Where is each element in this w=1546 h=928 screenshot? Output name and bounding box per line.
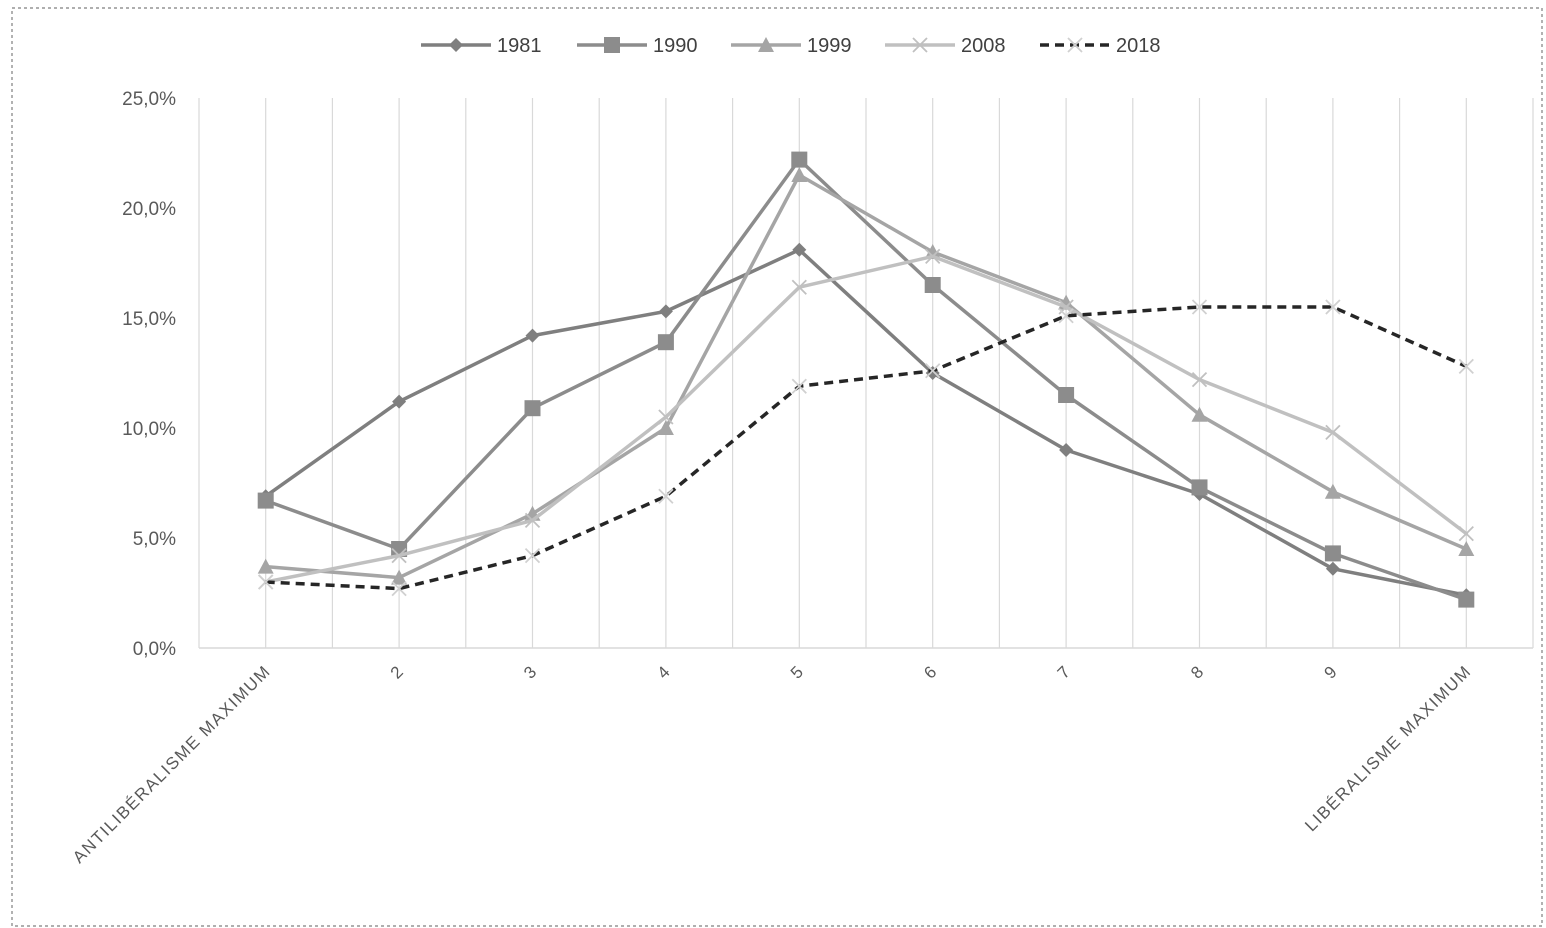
data-point [1067,37,1083,53]
x-tick-label: 6 [920,661,941,682]
data-point [791,151,808,168]
data-point [1458,525,1474,542]
series-line-1981 [263,248,1469,597]
data-point [391,547,407,564]
data-point [792,242,807,257]
data-point [1324,545,1341,562]
data-point [1059,443,1074,457]
data-point [1325,561,1340,576]
data-point [391,569,408,585]
series-line-2018 [265,305,1468,591]
x-tick-label: 8 [1187,661,1208,682]
data-point [449,38,463,52]
data-point [1458,591,1475,608]
data-point [524,512,541,529]
data-point [258,574,274,590]
legend-label-1990: 1990 [653,35,698,57]
data-point [1325,299,1341,315]
y-tick-label: 10,0% [122,419,176,440]
series-line-1990 [263,157,1469,602]
series-line-2008 [263,254,1469,584]
data-point [1324,483,1341,499]
legend-label-2008: 2008 [961,35,1006,57]
legend-label-1981: 1981 [497,35,542,57]
data-point [658,304,673,319]
data-point [1191,479,1208,496]
data-point [657,420,674,435]
data-point [1058,387,1075,403]
y-tick-label: 0,0% [133,639,176,660]
gridlines [198,98,1534,648]
y-tick-label: 20,0% [122,199,176,220]
data-point [658,409,674,425]
chart-border [11,7,1543,927]
data-point [658,488,674,504]
x-tick-label: 2 [387,661,408,682]
x-tick-label: 5 [787,661,808,682]
data-point [925,363,941,379]
data-point [525,328,540,343]
data-point [1458,541,1475,556]
data-point [1191,299,1208,315]
data-point [257,558,274,574]
data-point [924,244,941,259]
legend: 1981 1990 1999 2008 2018 [421,35,1161,57]
x-tick-label: ANTILIBÉRALISME MAXIMUM [69,661,274,866]
x-tick-label: 7 [1054,661,1075,682]
data-point [791,279,807,295]
data-point [524,400,541,417]
series-line-1999 [263,173,1469,580]
data-point [1191,406,1208,422]
data-point [1191,371,1208,388]
data-point [791,167,808,182]
x-tick-label: 9 [1321,661,1342,682]
x-tick-label: 4 [654,661,675,682]
x-tick-label: LIBÉRALISME MAXIMUM [1301,661,1475,835]
data-point [924,277,941,293]
legend-label-1999: 1999 [807,35,852,57]
data-point [912,37,928,53]
data-point [758,37,774,52]
x-tick-label: 3 [520,661,541,682]
y-tick-label: 5,0% [133,529,176,550]
data-point [791,378,807,394]
series-layer [257,151,1475,608]
data-point [524,547,541,564]
y-tick-label: 25,0% [122,89,176,110]
data-point [657,334,674,351]
data-point [604,37,620,53]
data-point [257,492,274,509]
data-point [925,248,941,265]
data-point [1058,308,1074,324]
data-point [1458,358,1474,375]
legend-label-2018: 2018 [1116,35,1161,57]
y-tick-label: 15,0% [122,309,176,330]
data-point [1325,424,1341,441]
data-point [392,394,407,409]
data-point [391,580,407,597]
